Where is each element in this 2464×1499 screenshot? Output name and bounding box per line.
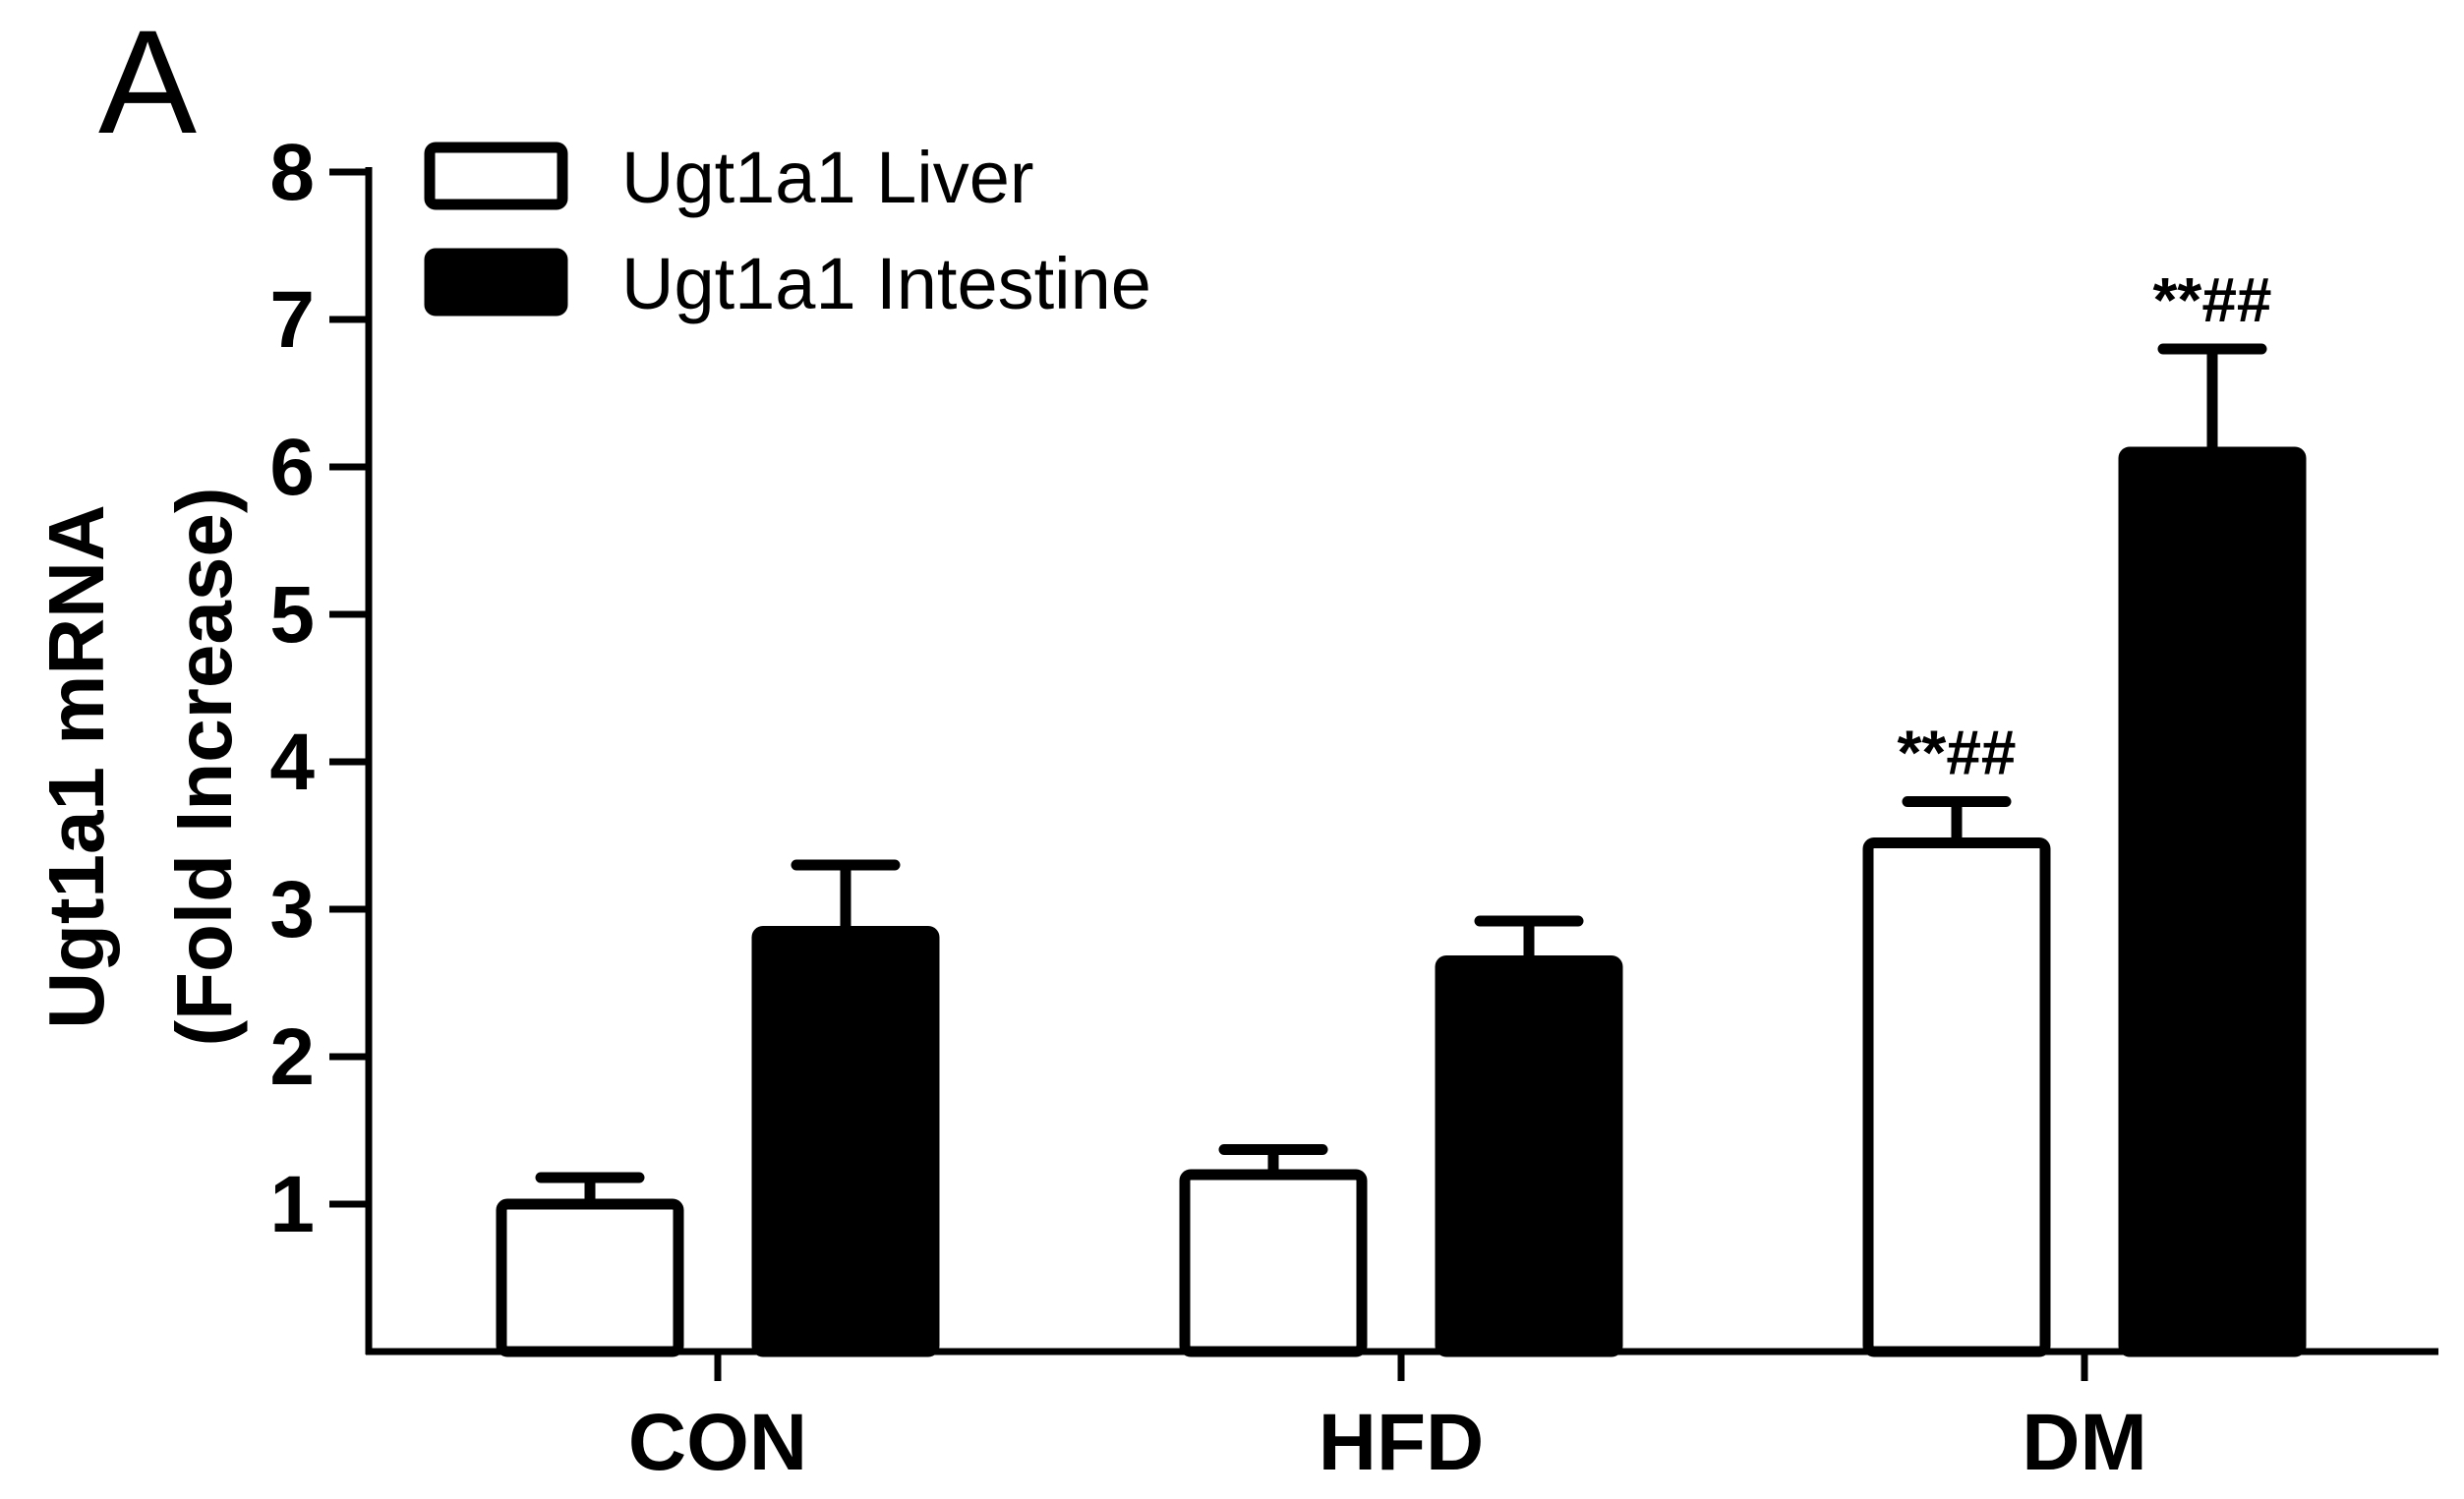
significance-label-1-2: **## — [2153, 264, 2272, 335]
legend-swatch-1 — [424, 248, 568, 317]
y-tick-label-4: 5 — [269, 570, 315, 660]
y-tick-label-3: 4 — [269, 718, 315, 807]
y-axis-title-line-1: Ugt1a1 mRNA — [32, 504, 120, 1028]
legend-label-1: Ugt1a1 Intestine — [621, 243, 1151, 324]
y-tick-label-1: 2 — [269, 1012, 315, 1102]
category-label-2: DM — [2022, 1398, 2147, 1487]
bar-0-1 — [1179, 1169, 1368, 1357]
significance-label-0-2: **## — [1898, 718, 2017, 788]
y-tick-label-5: 6 — [269, 423, 315, 512]
plot-area: **## **## 1 2 3 4 5 6 7 8 CON HFD DM — [269, 128, 2438, 1487]
bar-0-2 — [1862, 837, 2051, 1357]
y-tick-label-2: 3 — [269, 865, 315, 954]
category-label-1: HFD — [1319, 1398, 1485, 1487]
bar-1-1 — [1435, 955, 1623, 1357]
bar-1-0 — [751, 926, 940, 1357]
legend-label-0: Ugt1a1 Liver — [621, 137, 1034, 218]
bar-1-2 — [2118, 446, 2307, 1357]
y-tick-label-7: 8 — [269, 128, 315, 217]
legend: Ugt1a1 Liver Ugt1a1 Intestine — [424, 137, 1151, 324]
legend-swatch-0 — [424, 142, 568, 210]
panel-label: A — [98, 0, 197, 164]
y-tick-label-6: 7 — [269, 275, 315, 365]
category-label-0: CON — [628, 1398, 807, 1487]
y-tick-label-0: 1 — [269, 1160, 315, 1249]
bar-0-0 — [496, 1198, 684, 1357]
y-axis-title-line-2: (Fold Increase) — [160, 487, 248, 1046]
